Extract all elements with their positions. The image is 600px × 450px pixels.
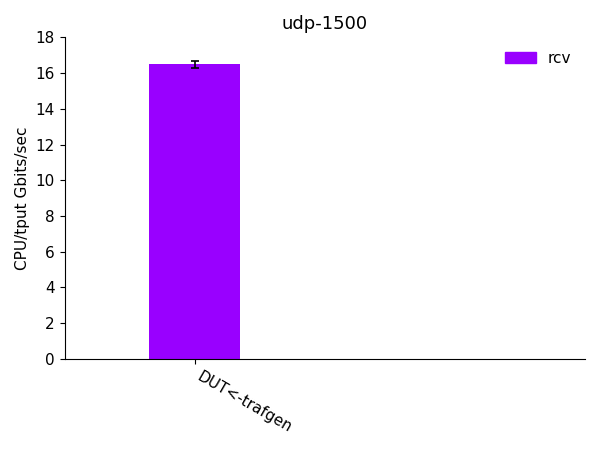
Bar xyxy=(149,64,240,359)
Legend: rcv: rcv xyxy=(499,45,577,72)
Y-axis label: CPU/tput Gbits/sec: CPU/tput Gbits/sec xyxy=(15,126,30,270)
Title: udp-1500: udp-1500 xyxy=(282,15,368,33)
